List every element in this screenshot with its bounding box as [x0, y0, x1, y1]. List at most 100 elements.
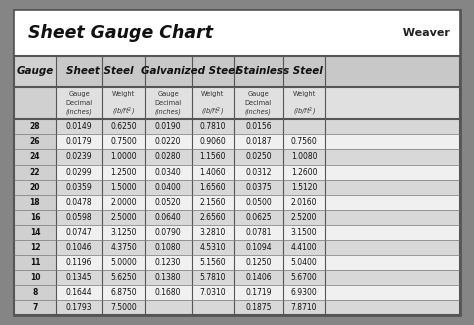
Text: 2.0160: 2.0160: [291, 198, 317, 207]
Text: 0.0312: 0.0312: [245, 168, 272, 176]
Text: 28: 28: [30, 122, 40, 131]
Text: 4.4100: 4.4100: [291, 243, 318, 252]
Text: Gauge: Gauge: [247, 91, 269, 97]
Text: 0.0500: 0.0500: [245, 198, 272, 207]
Text: 0.1380: 0.1380: [155, 273, 182, 282]
Text: 2.5200: 2.5200: [291, 213, 317, 222]
Text: 0.1094: 0.1094: [245, 243, 272, 252]
Text: 0.1406: 0.1406: [245, 273, 272, 282]
Text: 0.1793: 0.1793: [66, 303, 92, 312]
Text: (inches): (inches): [155, 109, 182, 115]
Text: 0.0156: 0.0156: [245, 122, 272, 131]
Bar: [14, 255, 55, 270]
Text: 24: 24: [30, 152, 40, 162]
Bar: [55, 164, 460, 180]
Text: 0.1680: 0.1680: [155, 288, 182, 297]
Text: Decimal: Decimal: [245, 100, 272, 106]
Text: 7.5000: 7.5000: [110, 303, 137, 312]
Text: 0.0478: 0.0478: [66, 198, 92, 207]
Text: 0.0149: 0.0149: [66, 122, 92, 131]
Text: 0.0280: 0.0280: [155, 152, 182, 162]
Text: Gauge: Gauge: [68, 91, 90, 97]
Text: 0.1080: 0.1080: [155, 243, 182, 252]
Text: 0.0790: 0.0790: [155, 228, 182, 237]
Text: 1.5000: 1.5000: [110, 183, 137, 192]
Text: 0.0239: 0.0239: [66, 152, 92, 162]
Text: Decimal: Decimal: [65, 100, 92, 106]
Text: 0.0625: 0.0625: [245, 213, 272, 222]
Bar: [14, 300, 55, 315]
Text: 3.1250: 3.1250: [110, 228, 137, 237]
Bar: [55, 195, 460, 210]
Text: 5.7810: 5.7810: [200, 273, 226, 282]
Text: 0.9060: 0.9060: [200, 137, 226, 146]
Bar: [14, 180, 55, 195]
Text: 3.1500: 3.1500: [291, 228, 318, 237]
Text: 0.0781: 0.0781: [245, 228, 272, 237]
Text: 22: 22: [30, 168, 40, 176]
Text: 0.0359: 0.0359: [66, 183, 92, 192]
Bar: [14, 225, 55, 240]
Text: 2.6560: 2.6560: [200, 213, 226, 222]
Text: 0.1250: 0.1250: [245, 258, 272, 267]
Bar: [14, 195, 55, 210]
Text: 0.1345: 0.1345: [66, 273, 92, 282]
Text: 0.0340: 0.0340: [155, 168, 182, 176]
Text: 0.1230: 0.1230: [155, 258, 182, 267]
Text: (lb/ft$^2$): (lb/ft$^2$): [292, 106, 316, 118]
Text: 7.8710: 7.8710: [291, 303, 317, 312]
Bar: [55, 180, 460, 195]
Text: 2.1560: 2.1560: [200, 198, 226, 207]
Text: (lb/ft$^2$): (lb/ft$^2$): [201, 106, 224, 118]
Text: 18: 18: [30, 198, 40, 207]
Text: 5.6700: 5.6700: [291, 273, 318, 282]
Text: 5.0400: 5.0400: [291, 258, 318, 267]
Bar: [14, 285, 55, 300]
Text: 26: 26: [30, 137, 40, 146]
Bar: [14, 240, 55, 255]
Text: 0.7560: 0.7560: [291, 137, 318, 146]
Bar: [14, 164, 55, 180]
Bar: [55, 300, 460, 315]
Text: 6.9300: 6.9300: [291, 288, 318, 297]
Text: 8: 8: [32, 288, 37, 297]
Text: 3.2810: 3.2810: [200, 228, 226, 237]
Text: (inches): (inches): [245, 109, 272, 115]
Text: 0.0520: 0.0520: [155, 198, 182, 207]
Text: 0.0400: 0.0400: [155, 183, 182, 192]
Bar: [14, 134, 55, 150]
Bar: [55, 210, 460, 225]
Text: Weaver: Weaver: [395, 28, 450, 38]
Text: 0.1719: 0.1719: [245, 288, 272, 297]
Text: 1.4060: 1.4060: [200, 168, 226, 176]
Text: 0.0250: 0.0250: [245, 152, 272, 162]
Bar: [55, 150, 460, 164]
Text: 11: 11: [30, 258, 40, 267]
Text: Weight: Weight: [292, 91, 316, 97]
Text: 0.0190: 0.0190: [155, 122, 182, 131]
Bar: [14, 150, 55, 164]
Text: 1.6560: 1.6560: [200, 183, 226, 192]
Text: 0.0375: 0.0375: [245, 183, 272, 192]
Text: 4.3750: 4.3750: [110, 243, 137, 252]
Text: 0.1644: 0.1644: [66, 288, 92, 297]
Text: 0.0299: 0.0299: [66, 168, 92, 176]
Text: 0.1875: 0.1875: [245, 303, 272, 312]
Text: Stainless Steel: Stainless Steel: [236, 66, 323, 76]
Bar: [14, 270, 55, 285]
Text: Weight: Weight: [112, 91, 135, 97]
Bar: [14, 56, 460, 315]
Text: Gauge: Gauge: [157, 91, 179, 97]
Text: 7.0310: 7.0310: [200, 288, 226, 297]
Text: 0.7500: 0.7500: [110, 137, 137, 146]
Bar: [14, 56, 460, 87]
Text: 0.7810: 0.7810: [200, 122, 226, 131]
Text: Decimal: Decimal: [155, 100, 182, 106]
Text: 2.0000: 2.0000: [110, 198, 137, 207]
Text: 0.1196: 0.1196: [66, 258, 92, 267]
Text: 0.0747: 0.0747: [66, 228, 92, 237]
Text: Weight: Weight: [201, 91, 224, 97]
Bar: [55, 270, 460, 285]
Text: 1.5120: 1.5120: [291, 183, 317, 192]
Bar: [55, 255, 460, 270]
